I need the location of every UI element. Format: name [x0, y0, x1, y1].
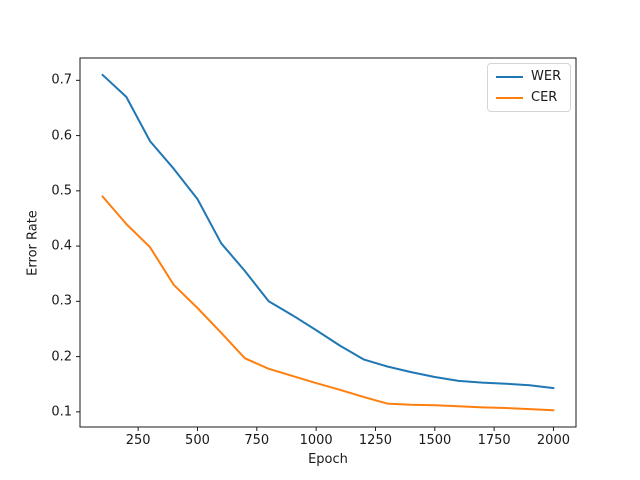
wer-line-swatch	[496, 76, 523, 78]
x-tick-label: 1500	[418, 433, 452, 448]
legend-item-cer: CER	[496, 91, 562, 105]
x-axis-label: Epoch	[308, 452, 348, 467]
y-tick-label: 0.1	[51, 404, 72, 420]
legend-item-wer: WER	[496, 70, 562, 84]
x-tick-label: 750	[244, 433, 270, 448]
y-tick-label: 0.6	[51, 128, 72, 144]
legend-label-wer: WER	[531, 69, 562, 84]
legend-label-cer: CER	[531, 90, 558, 105]
x-tick-label: 2000	[536, 433, 570, 448]
x-tick-label: 1000	[299, 433, 333, 448]
cer-line	[101, 195, 555, 412]
x-tick-label: 1250	[358, 433, 392, 448]
y-tick-label: 0.7	[51, 72, 72, 88]
y-tick-label: 0.2	[51, 349, 72, 365]
y-tick-label: 0.3	[51, 293, 72, 309]
cer-line-swatch	[496, 97, 523, 99]
y-tick-label: 0.4	[51, 238, 72, 254]
plot-frame	[79, 57, 577, 428]
legend: WER CER	[487, 63, 571, 112]
x-tick-label: 500	[185, 433, 210, 448]
wer-line	[101, 73, 555, 390]
y-axis-label: Error Rate	[25, 209, 41, 276]
y-tick-label: 0.5	[51, 183, 72, 199]
x-tick-label: 1750	[477, 433, 511, 448]
x-tick-label: 250	[125, 433, 151, 448]
